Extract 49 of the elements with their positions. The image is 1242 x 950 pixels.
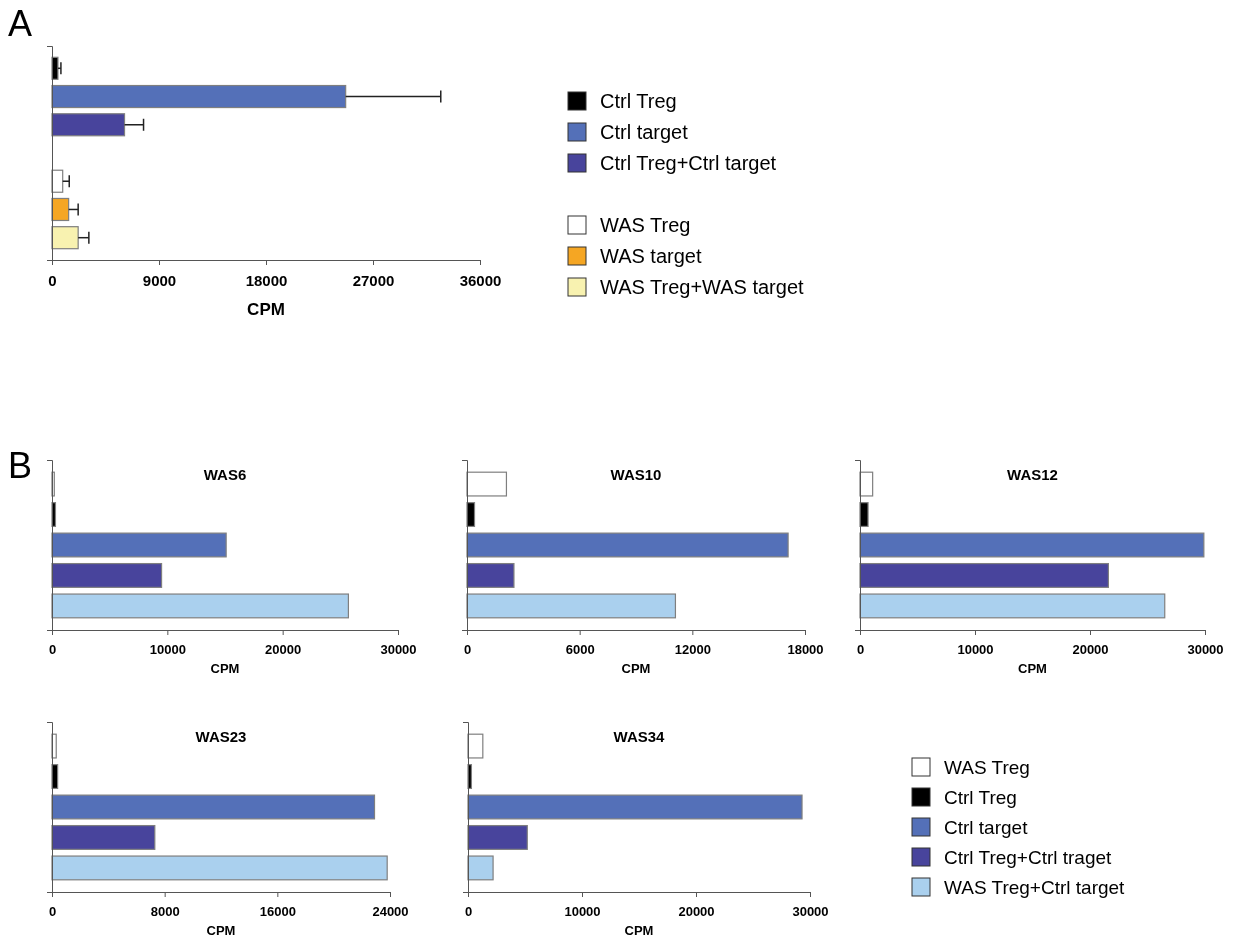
- x-tick-label: 0: [48, 642, 57, 658]
- x-tick-label: 0: [464, 904, 473, 920]
- x-tick-label: 0: [48, 904, 57, 920]
- x-tick-label: 20000: [1072, 642, 1109, 658]
- x-tick-label: 6000: [565, 642, 595, 658]
- x-tick-label: 27000: [352, 271, 395, 289]
- x-tick-label: 30000: [1187, 642, 1224, 658]
- x-axis-title: CPM: [210, 661, 240, 676]
- legend-label: Ctrl Treg: [944, 786, 1017, 808]
- x-axis-title: CPM: [621, 661, 651, 676]
- legend-label: Ctrl Treg+Ctrl traget: [944, 846, 1113, 868]
- x-tick-label: 0: [463, 642, 472, 658]
- x-tick-label: 24000: [372, 904, 409, 920]
- text: WAS Treg: [944, 756, 1030, 778]
- x-tick-label: 10000: [957, 642, 994, 658]
- chart-title: A: [8, 3, 33, 44]
- x-axis-title: CPM: [1018, 661, 1047, 676]
- chart-title: WAS12: [1007, 466, 1058, 483]
- x-axis-title: CPM: [624, 923, 654, 938]
- legend-label: WAS Treg+WAS target: [600, 276, 805, 298]
- chart-title: WAS6: [203, 466, 247, 483]
- x-tick-label: 0: [856, 642, 865, 658]
- x-tick-label: 30000: [380, 642, 417, 658]
- x-tick-label: 18000: [787, 642, 824, 658]
- x-tick-label: 10000: [564, 904, 601, 920]
- text: B: [8, 445, 33, 486]
- legend-label: Ctrl Treg: [600, 90, 677, 112]
- text: WAS Treg: [600, 214, 691, 236]
- legend-label: WAS Treg+Ctrl target: [944, 876, 1126, 898]
- legend-label: Ctrl target: [944, 816, 1029, 838]
- legend-label: WAS target: [600, 245, 702, 267]
- x-tick-label: 36000: [459, 271, 502, 289]
- x-tick-label: 12000: [674, 642, 711, 658]
- chart-title: WAS23: [195, 728, 247, 745]
- x-tick-label: 18000: [245, 271, 288, 289]
- x-tick-label: 16000: [259, 904, 296, 920]
- chart-title: WAS34: [613, 728, 666, 745]
- x-tick-label: 20000: [678, 904, 715, 920]
- x-tick-label: 8000: [150, 904, 180, 920]
- legend-label: Ctrl Treg+Ctrl target: [600, 152, 777, 174]
- legend-label: Ctrl target: [600, 121, 689, 143]
- x-axis-title: CPM: [247, 300, 285, 319]
- x-tick-label: 30000: [792, 904, 829, 920]
- x-tick-label: 9000: [142, 271, 177, 289]
- x-tick-label: 10000: [149, 642, 186, 658]
- x-tick-label: 0: [48, 271, 57, 289]
- x-tick-label: 20000: [265, 642, 302, 658]
- x-axis-title: CPM: [206, 923, 236, 938]
- chart-title: WAS10: [610, 466, 662, 483]
